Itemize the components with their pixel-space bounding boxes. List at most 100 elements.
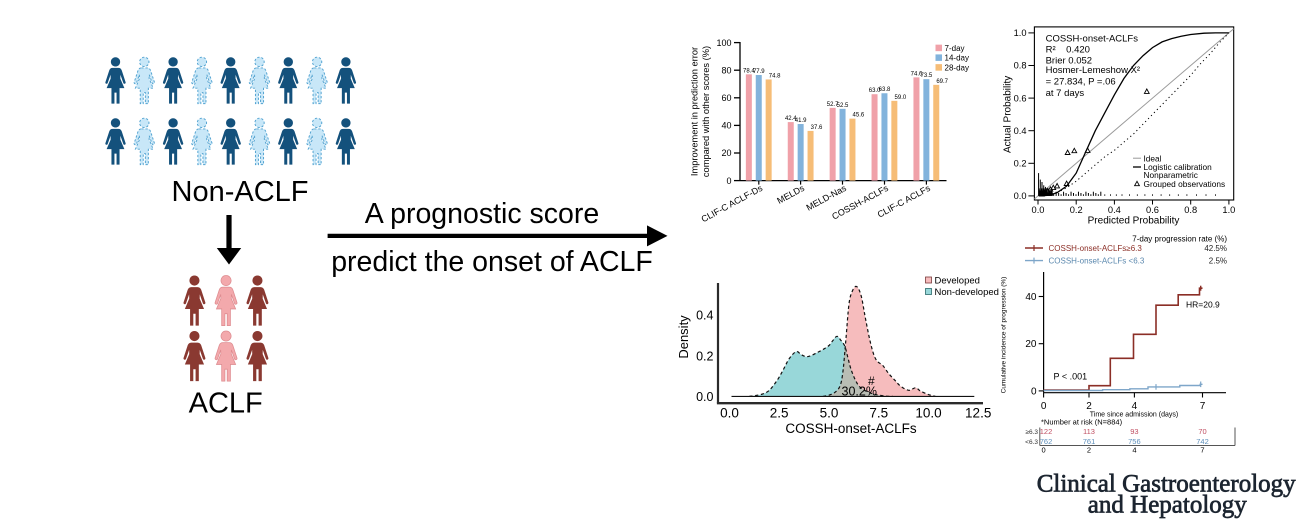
svg-text:0.4: 0.4: [1014, 126, 1027, 136]
svg-text:63.0: 63.0: [869, 88, 881, 94]
svg-text:MELDs: MELDs: [775, 183, 806, 206]
svg-text:52.7: 52.7: [827, 102, 839, 108]
svg-text:1.0: 1.0: [1014, 28, 1027, 38]
svg-text:Developed: Developed: [935, 275, 980, 286]
svg-text:69.7: 69.7: [936, 79, 948, 85]
svg-text:742: 742: [1196, 437, 1209, 446]
svg-text:0.4: 0.4: [1108, 205, 1121, 215]
svg-text:0.2: 0.2: [1070, 205, 1083, 215]
svg-text:761: 761: [1083, 437, 1096, 446]
svg-text:0.0: 0.0: [1032, 205, 1045, 215]
svg-text:52.5: 52.5: [837, 103, 849, 109]
svg-text:compared with other scores (%): compared with other scores (%): [701, 46, 711, 177]
svg-text:4: 4: [1132, 401, 1138, 412]
svg-text:0.2: 0.2: [1014, 159, 1027, 169]
svg-text:0.6: 0.6: [1014, 93, 1027, 103]
svg-text:Improvement in prediction erro: Improvement in prediction error: [690, 47, 700, 176]
svg-text:COSSH-onset-ACLFs≥6.3: COSSH-onset-ACLFs≥6.3: [1049, 244, 1143, 253]
svg-text:0.0: 0.0: [720, 405, 739, 420]
svg-text:40: 40: [1025, 292, 1037, 303]
svg-text:7.5: 7.5: [869, 405, 888, 420]
svg-text:41.9: 41.9: [795, 118, 807, 124]
svg-text:COSSH-onset-ACLFs: COSSH-onset-ACLFs: [785, 421, 917, 436]
svg-text:0.2: 0.2: [696, 349, 713, 363]
svg-text:1.0: 1.0: [1222, 205, 1235, 215]
svg-text:45.6: 45.6: [853, 113, 865, 119]
svg-text:20: 20: [721, 148, 731, 158]
svg-text:2.5: 2.5: [770, 405, 789, 420]
svg-text:59.0: 59.0: [895, 95, 907, 101]
svg-text:CLIF-C ACLF-Ds: CLIF-C ACLF-Ds: [700, 183, 765, 224]
svg-text:100: 100: [716, 38, 731, 48]
svg-text:60: 60: [721, 93, 731, 103]
svg-text:80: 80: [721, 65, 731, 75]
svg-text:ACLF: ACLF: [189, 388, 263, 420]
svg-text:42.5%: 42.5%: [1204, 244, 1227, 253]
svg-text:7: 7: [1200, 446, 1204, 455]
svg-text:93: 93: [1130, 427, 1138, 436]
svg-text:77.9: 77.9: [753, 69, 765, 75]
svg-text:122: 122: [1040, 427, 1053, 436]
svg-text:and Hepatology: and Hepatology: [1088, 492, 1247, 519]
svg-text:Cumulative incidence of progre: Cumulative incidence of progression (%): [1001, 277, 1008, 394]
svg-text:40: 40: [721, 121, 731, 131]
svg-text:#: #: [868, 374, 875, 388]
svg-text:Actual Probability: Actual Probability: [1003, 76, 1014, 153]
svg-text:4: 4: [1132, 446, 1136, 455]
svg-text:Non-ACLF: Non-ACLF: [172, 176, 309, 208]
svg-text:at 7 days: at 7 days: [1046, 88, 1085, 99]
svg-text:COSSH-onset-ACLFs: COSSH-onset-ACLFs: [1046, 33, 1139, 44]
svg-text:0.8: 0.8: [1014, 61, 1027, 71]
svg-text:Hosmer-Lemeshow X²: Hosmer-Lemeshow X²: [1046, 65, 1141, 76]
svg-text:0.4: 0.4: [696, 309, 713, 323]
svg-text:70: 70: [1198, 427, 1206, 436]
svg-text:2: 2: [1086, 401, 1092, 412]
svg-text:HR=20.9: HR=20.9: [1186, 300, 1220, 310]
svg-text:≥6.3: ≥6.3: [1025, 429, 1038, 436]
svg-text:74.8: 74.8: [769, 73, 781, 79]
svg-text:0.8: 0.8: [1184, 205, 1197, 215]
svg-text:10.0: 10.0: [915, 405, 941, 420]
svg-text:113: 113: [1083, 427, 1095, 436]
svg-text:R² 0.420: R² 0.420: [1046, 45, 1090, 56]
svg-text:14-day: 14-day: [945, 54, 969, 63]
svg-text:Nonparametric: Nonparametric: [1144, 170, 1198, 180]
svg-text:42.4: 42.4: [785, 116, 797, 122]
svg-text:A prognostic score: A prognostic score: [365, 198, 599, 230]
svg-text:30.2%: 30.2%: [842, 385, 877, 399]
svg-text:<6.3: <6.3: [1025, 439, 1038, 446]
svg-text:37.6: 37.6: [811, 125, 823, 131]
svg-text:predict the onset of ACLF: predict the onset of ACLF: [331, 246, 653, 278]
svg-text:0: 0: [726, 176, 731, 186]
svg-text:73.5: 73.5: [921, 73, 933, 79]
svg-text:0.0: 0.0: [696, 390, 713, 404]
svg-text:Density: Density: [676, 315, 691, 359]
svg-text:0: 0: [1042, 446, 1046, 455]
svg-text:Predicted Probability: Predicted Probability: [1088, 216, 1180, 227]
svg-text:63.8: 63.8: [879, 87, 891, 93]
svg-text:756: 756: [1128, 437, 1141, 446]
svg-text:Time since admission (days): Time since admission (days): [1090, 412, 1178, 419]
svg-text:2.5%: 2.5%: [1209, 257, 1227, 266]
svg-text:2: 2: [1087, 446, 1091, 455]
svg-text:20: 20: [1025, 339, 1037, 350]
svg-text:7-day progression rate (%): 7-day progression rate (%): [1132, 235, 1227, 244]
svg-text:5.0: 5.0: [820, 405, 839, 420]
svg-text:0.0: 0.0: [1014, 191, 1027, 201]
svg-text:0: 0: [1031, 386, 1037, 397]
svg-text:78.4: 78.4: [743, 68, 755, 74]
svg-text:COSSH-onset-ACLFs <6.3: COSSH-onset-ACLFs <6.3: [1049, 257, 1145, 266]
svg-text:762: 762: [1040, 437, 1053, 446]
svg-text:Logistic calibration: Logistic calibration: [1144, 162, 1213, 172]
svg-text:74.6: 74.6: [911, 71, 923, 77]
svg-text:Brier 0.052: Brier 0.052: [1046, 55, 1092, 66]
svg-text:Non-developed: Non-developed: [935, 287, 999, 298]
svg-text:Grouped observations: Grouped observations: [1144, 179, 1226, 189]
svg-text:0: 0: [1041, 401, 1047, 412]
svg-text:7-day: 7-day: [945, 44, 965, 53]
svg-text:Clinical Gastroenterology: Clinical Gastroenterology: [1037, 470, 1296, 497]
svg-text:0.6: 0.6: [1146, 205, 1159, 215]
svg-text:Ideal: Ideal: [1144, 153, 1162, 163]
svg-text:12.5: 12.5: [965, 405, 991, 420]
svg-text:P < .001: P < .001: [1054, 372, 1088, 382]
